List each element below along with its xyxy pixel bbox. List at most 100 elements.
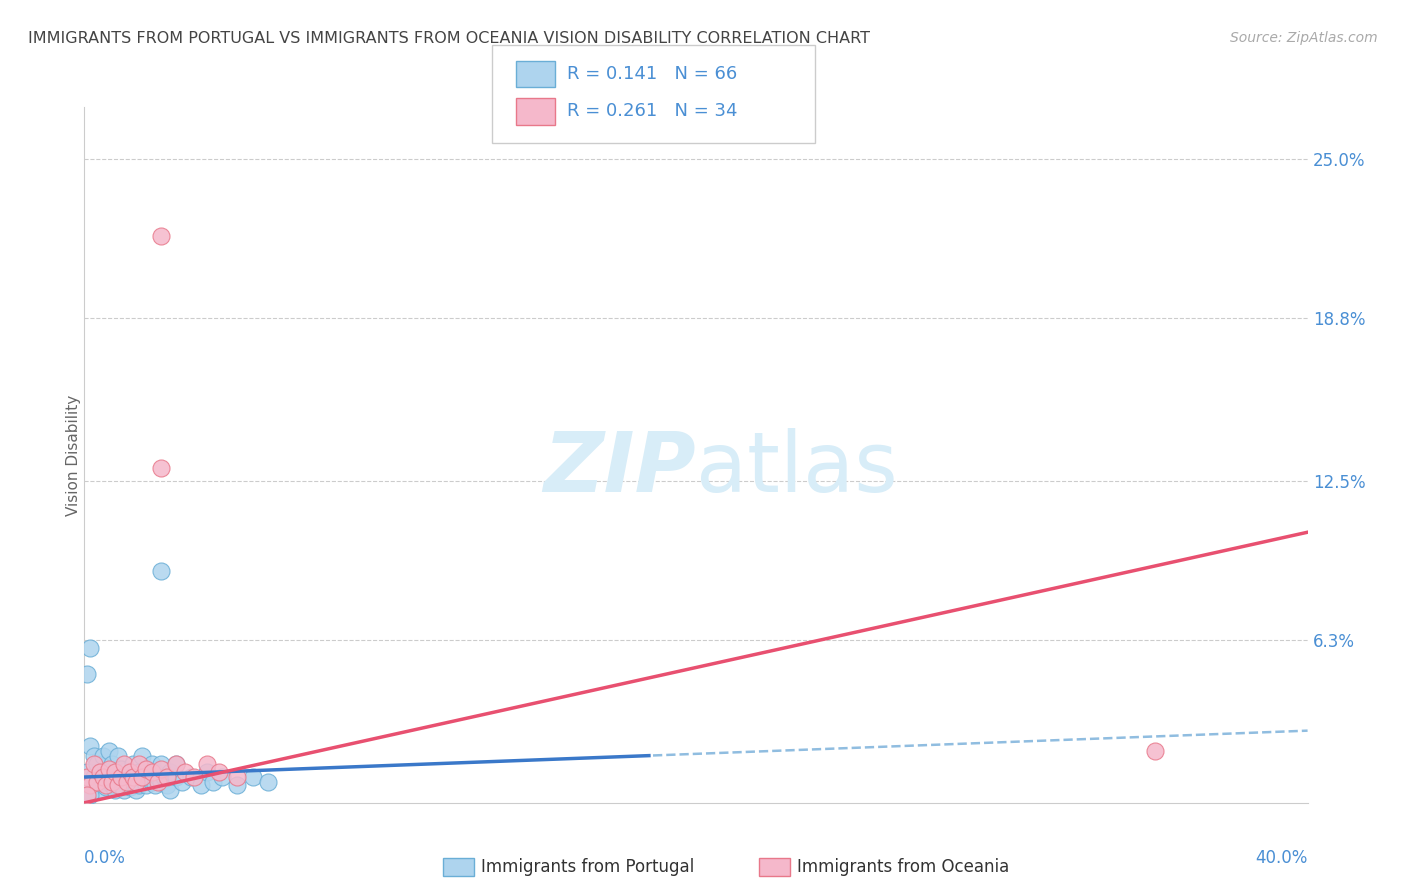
Point (159, 783, 181, 797)
Point (76, 770, 98, 784)
Point (156, 770, 179, 784)
Point (83, 749, 105, 764)
Point (94, 764, 117, 779)
Point (89, 783, 111, 797)
Point (172, 775, 194, 789)
Point (165, 757, 187, 772)
Point (143, 764, 166, 779)
Point (153, 770, 176, 784)
Point (122, 770, 145, 784)
Point (125, 783, 148, 797)
Point (104, 775, 127, 789)
Text: IMMIGRANTS FROM PORTUGAL VS IMMIGRANTS FROM OCEANIA VISION DISABILITY CORRELATIO: IMMIGRANTS FROM PORTUGAL VS IMMIGRANTS F… (28, 31, 870, 46)
Point (149, 460, 172, 475)
Point (97, 770, 120, 784)
Point (135, 778, 157, 792)
Point (122, 757, 145, 772)
Point (149, 775, 172, 789)
Point (149, 762, 172, 776)
Point (143, 778, 166, 792)
Point (76, 764, 98, 779)
Point (79, 739, 101, 753)
Y-axis label: Vision Disability: Vision Disability (66, 394, 80, 516)
Point (94, 778, 117, 792)
Point (104, 783, 127, 797)
Point (97, 762, 120, 776)
Point (91, 770, 114, 784)
Point (89, 764, 111, 779)
Text: R = 0.261   N = 34: R = 0.261 N = 34 (567, 103, 737, 120)
Point (122, 770, 145, 784)
Point (131, 770, 153, 784)
Point (91, 775, 114, 789)
Point (149, 228, 172, 243)
Text: Source: ZipAtlas.com: Source: ZipAtlas.com (1230, 31, 1378, 45)
Point (190, 778, 212, 792)
Point (257, 775, 280, 789)
Point (149, 757, 172, 772)
Point (128, 757, 150, 772)
Point (141, 775, 163, 789)
Point (141, 757, 163, 772)
Text: atlas: atlas (696, 428, 897, 509)
Point (156, 778, 179, 792)
Point (89, 770, 111, 784)
Point (76, 788, 98, 802)
Point (83, 770, 105, 784)
Point (120, 764, 142, 779)
Point (101, 757, 124, 772)
Point (101, 775, 124, 789)
Point (135, 762, 157, 776)
Point (146, 775, 169, 789)
Point (115, 775, 138, 789)
Point (195, 757, 218, 772)
Point (128, 778, 150, 792)
Point (112, 783, 135, 797)
Point (135, 762, 157, 776)
Point (226, 778, 249, 792)
Point (180, 770, 202, 784)
Point (107, 778, 129, 792)
Point (201, 775, 224, 789)
Point (125, 775, 148, 789)
Point (159, 764, 181, 779)
Point (83, 757, 105, 772)
Point (115, 775, 138, 789)
Point (1143, 744, 1166, 758)
Point (79, 788, 101, 802)
Text: Immigrants from Portugal: Immigrants from Portugal (481, 858, 695, 876)
Point (165, 757, 187, 772)
Point (86, 757, 108, 772)
Point (110, 778, 132, 792)
Point (97, 744, 120, 758)
Point (174, 764, 197, 779)
Point (128, 764, 150, 779)
Point (183, 770, 205, 784)
Point (120, 764, 142, 779)
Point (131, 749, 153, 764)
Point (104, 764, 127, 779)
Point (141, 764, 163, 779)
Point (91, 749, 114, 764)
Point (76, 667, 98, 681)
Point (138, 770, 160, 784)
Point (79, 641, 101, 656)
Point (110, 762, 132, 776)
Point (86, 778, 108, 792)
Point (79, 778, 101, 792)
Point (112, 757, 135, 772)
Point (94, 780, 117, 795)
Point (110, 770, 132, 784)
Point (112, 770, 135, 784)
Point (107, 749, 129, 764)
Point (125, 775, 148, 789)
Text: 40.0%: 40.0% (1256, 849, 1308, 867)
Point (107, 770, 129, 784)
Point (101, 778, 124, 792)
Point (86, 775, 108, 789)
Point (79, 775, 101, 789)
Point (76, 788, 98, 802)
Point (208, 764, 231, 779)
Point (195, 764, 218, 779)
Text: R = 0.141   N = 66: R = 0.141 N = 66 (567, 65, 737, 83)
